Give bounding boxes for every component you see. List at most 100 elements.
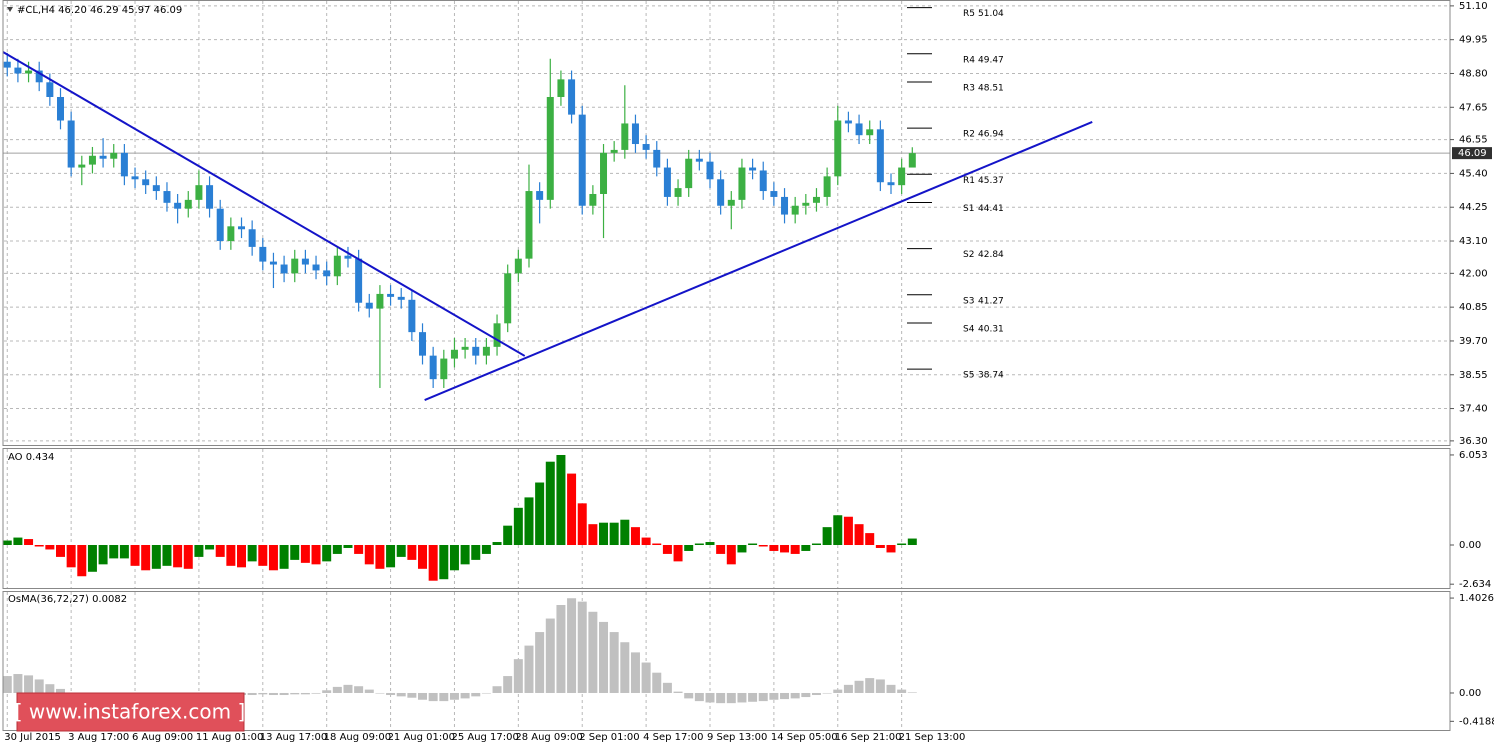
histogram-bar xyxy=(300,692,310,695)
histogram-bar xyxy=(418,545,428,569)
histogram-bar xyxy=(567,473,577,546)
histogram-bar xyxy=(2,540,12,546)
histogram-bar xyxy=(758,692,768,702)
candle-body xyxy=(812,196,820,203)
y-tick-label: 43.10 xyxy=(1459,236,1488,247)
histogram-bar xyxy=(652,672,662,693)
histogram-bar xyxy=(822,692,832,694)
candle-body xyxy=(525,191,533,259)
histogram-bar xyxy=(865,533,875,546)
histogram-bar xyxy=(13,674,23,693)
histogram-bar xyxy=(13,537,23,546)
x-tick-label: 25 Aug 17:00 xyxy=(451,732,518,743)
histogram-bar xyxy=(545,618,555,693)
candle-body xyxy=(78,164,86,168)
histogram-bar xyxy=(513,507,523,546)
histogram-bar xyxy=(641,537,651,546)
histogram-bar xyxy=(343,684,353,693)
histogram-bar xyxy=(439,545,449,580)
histogram-bar xyxy=(24,675,34,693)
y-tick-label: 0.00 xyxy=(1459,540,1481,551)
candle-body xyxy=(695,158,703,162)
x-tick-label: 18 Aug 09:00 xyxy=(324,732,391,743)
histogram-bar xyxy=(567,598,577,693)
candle-body xyxy=(397,296,405,300)
histogram-bar xyxy=(790,545,800,554)
histogram-bar xyxy=(556,454,566,546)
candle-body xyxy=(717,179,725,206)
histogram-bar xyxy=(215,545,225,557)
histogram-bar xyxy=(641,662,651,693)
candle-body xyxy=(589,193,597,206)
pivot-name: S3 xyxy=(963,296,974,306)
candle-body xyxy=(419,332,427,356)
candle-body xyxy=(120,152,128,177)
histogram-bar xyxy=(503,676,513,693)
histogram-bar xyxy=(758,545,768,547)
symbol-icon xyxy=(7,7,13,12)
candle-body xyxy=(450,349,458,359)
y-tick-label: 37.40 xyxy=(1459,404,1488,415)
histogram-bar xyxy=(311,545,321,565)
ao-panel-border xyxy=(2,448,1451,589)
histogram-bar xyxy=(577,601,587,693)
histogram-bar xyxy=(748,692,758,702)
main-panel-border xyxy=(2,0,1451,446)
histogram-bar xyxy=(769,692,779,700)
histogram-bar xyxy=(418,692,428,700)
histogram-bar xyxy=(673,691,683,693)
pivot-value: 48.51 xyxy=(978,84,1004,94)
histogram-bar xyxy=(620,519,630,546)
candle-body xyxy=(727,199,735,206)
y-tick-label: 36.30 xyxy=(1459,436,1488,447)
watermark-text: [ www.instaforex.com ] xyxy=(15,700,246,724)
y-tick-label: 48.80 xyxy=(1459,68,1488,79)
candle-body xyxy=(674,188,682,197)
histogram-bar xyxy=(290,545,300,560)
candle-body xyxy=(184,199,192,209)
candle-body xyxy=(770,191,778,197)
histogram-bar xyxy=(45,545,55,550)
y-tick-label: 45.40 xyxy=(1459,168,1488,179)
candle-body xyxy=(855,123,863,136)
histogram-bar xyxy=(55,545,65,557)
histogram-bar xyxy=(130,545,140,566)
histogram-bar xyxy=(726,692,736,704)
candle-body xyxy=(568,79,576,115)
y-tick-label: 38.55 xyxy=(1459,370,1488,381)
candle-body xyxy=(280,264,288,274)
histogram-bar xyxy=(716,692,726,704)
histogram-bar xyxy=(109,545,119,559)
x-tick-label: 16 Sep 21:00 xyxy=(835,732,902,743)
histogram-bar xyxy=(662,682,672,693)
histogram-bar xyxy=(151,545,161,569)
histogram-bar xyxy=(300,545,310,563)
histogram-bar xyxy=(673,545,683,562)
candle-body xyxy=(56,96,64,121)
candle-body xyxy=(610,149,618,153)
histogram-bar xyxy=(705,542,715,546)
x-tick-label: 2 Sep 01:00 xyxy=(579,732,639,743)
histogram-bar xyxy=(503,525,513,546)
histogram-bar xyxy=(332,545,342,554)
pivot-value: 45.37 xyxy=(978,176,1004,186)
candle-body xyxy=(88,155,96,165)
candle-body xyxy=(802,202,810,206)
histogram-bar xyxy=(311,692,321,694)
histogram-bar xyxy=(428,692,438,702)
mark-layer xyxy=(2,7,1093,704)
histogram-bar xyxy=(684,545,694,551)
candle-body xyxy=(67,120,75,168)
candle-body xyxy=(110,152,118,159)
candle-body xyxy=(844,120,852,124)
histogram-bar xyxy=(407,692,417,698)
trendline xyxy=(424,121,1093,401)
histogram-bar xyxy=(535,482,545,546)
candle-body xyxy=(866,129,874,136)
candle-body xyxy=(493,323,501,347)
histogram-bar xyxy=(396,545,406,557)
histogram-bar xyxy=(886,684,896,693)
histogram-bar xyxy=(811,692,821,696)
candle-body xyxy=(663,167,671,197)
histogram-bar xyxy=(801,692,811,698)
